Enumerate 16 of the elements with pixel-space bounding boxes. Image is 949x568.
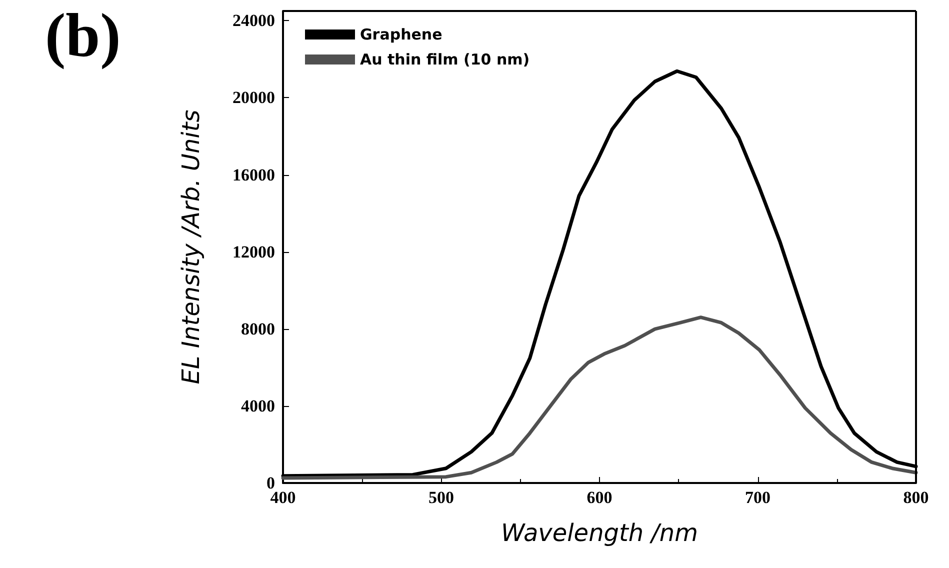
x-tick-label: 600 [586,488,612,507]
y-tick-label: 4000 [241,396,275,416]
y-axis-title: EL Intensity /Arb. Units [177,110,205,384]
legend-label: Au thin film (10 nm) [360,50,530,68]
y-tick-label: 12000 [232,242,275,262]
y-tick-label: 24000 [232,11,275,30]
chart-title: (b) [45,2,121,70]
x-axis-title: Wavelength /nm [501,519,698,547]
legend-label: Graphene [360,26,442,44]
y-tick-label: 16000 [232,165,275,184]
x-tick-label: 700 [745,488,770,507]
x-tick-label: 500 [428,488,454,507]
x-tick-label: 800 [903,488,929,507]
y-tick-label: 20000 [232,88,275,108]
line-series [281,316,918,480]
y-tick-label: 8000 [241,319,275,338]
